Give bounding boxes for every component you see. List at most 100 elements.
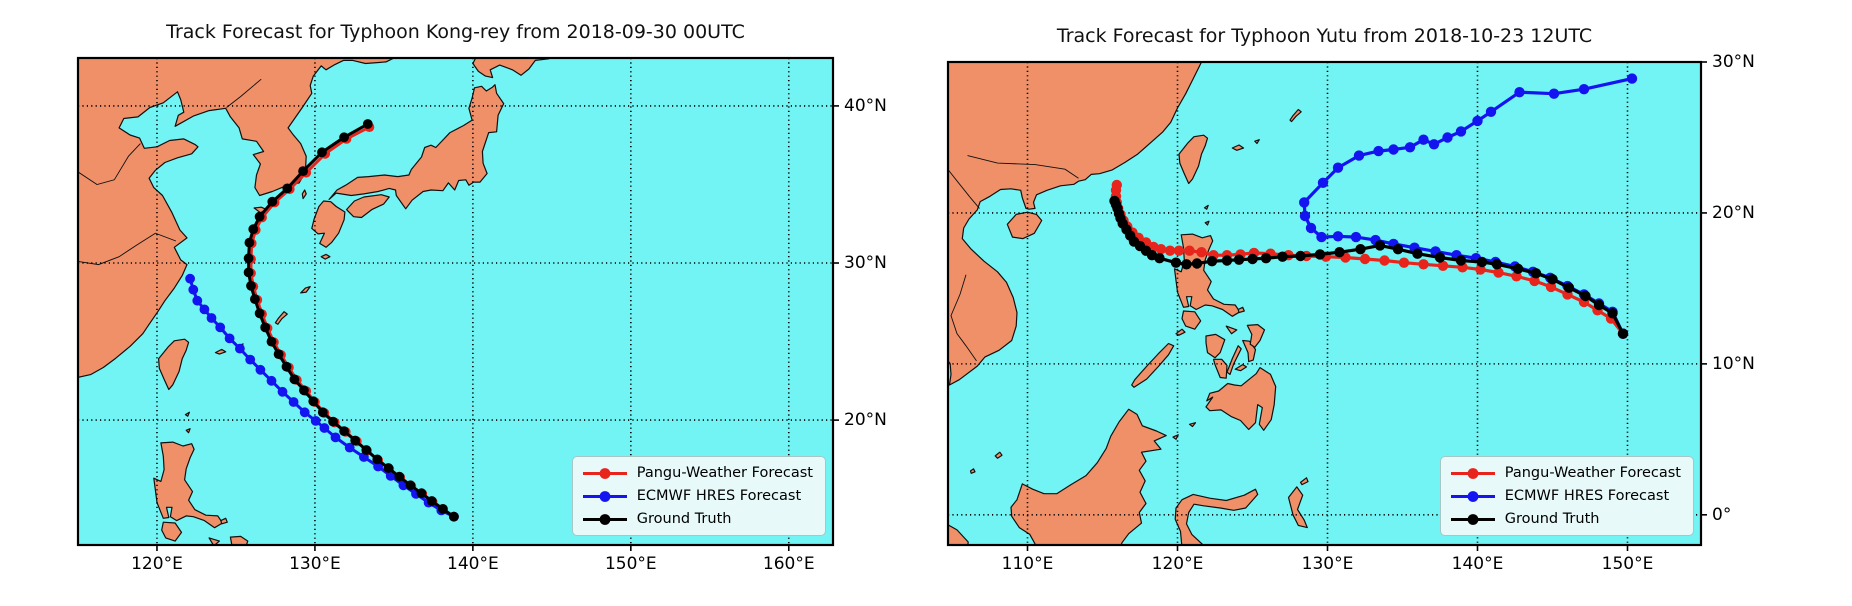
track-point — [243, 253, 254, 264]
legend-item-truth: Ground Truth — [1450, 509, 1681, 529]
track-point — [1332, 162, 1344, 173]
y-tick-label: 20°N — [844, 410, 887, 431]
track-point — [192, 295, 203, 306]
track-point — [1455, 255, 1467, 266]
track-point — [1164, 245, 1176, 256]
track-point — [1418, 259, 1429, 270]
map-panel-kongrey: Track Forecast for Typhoon Kong-rey from… — [76, 21, 887, 574]
landmass — [1175, 328, 1186, 336]
landmass — [328, 84, 505, 210]
legend-item-truth: Ground Truth — [582, 509, 813, 529]
track-point — [310, 416, 321, 426]
landmass — [1226, 345, 1242, 375]
landmass — [274, 311, 288, 325]
track-point — [199, 304, 210, 315]
x-tick-label: 130°E — [1301, 554, 1354, 574]
track-point — [1547, 274, 1558, 285]
track-point — [308, 396, 319, 407]
track-point — [266, 336, 277, 347]
track-point — [288, 397, 299, 407]
track-point — [328, 416, 338, 427]
landmass — [1204, 220, 1210, 226]
track-point — [255, 364, 266, 375]
landmass — [1006, 211, 1043, 240]
y-tick-label: 0° — [1712, 504, 1732, 525]
track-point — [1514, 87, 1525, 98]
track-point — [267, 196, 278, 207]
track-point — [282, 183, 293, 194]
landmass — [229, 535, 249, 545]
track-point — [298, 166, 308, 176]
landmass — [1131, 342, 1175, 388]
track-point — [1437, 260, 1449, 271]
track-point — [248, 224, 259, 235]
track-point — [1607, 308, 1618, 319]
track-point — [1476, 256, 1488, 268]
river — [226, 78, 262, 108]
map-canvas — [76, 56, 839, 551]
track-point — [1305, 222, 1317, 234]
landmass — [1225, 325, 1238, 335]
legend: Pangu-Weather Forecast ECMWF HRES Foreca… — [1439, 456, 1694, 536]
track-point — [317, 407, 328, 418]
track-truth — [243, 119, 459, 522]
landmass — [208, 537, 220, 545]
track-point — [1260, 253, 1272, 264]
landmass — [1203, 204, 1209, 210]
y-tick-label: 20°N — [1712, 202, 1755, 223]
track-point — [1626, 73, 1638, 84]
track-point — [1472, 115, 1483, 127]
track-point — [1491, 259, 1503, 270]
track-point — [1111, 179, 1122, 191]
landmass — [161, 521, 183, 542]
track-point — [243, 267, 254, 278]
track-point — [215, 322, 226, 333]
track-point — [1247, 253, 1258, 265]
track-point — [1593, 299, 1605, 311]
track-point — [1493, 267, 1504, 278]
track-point — [250, 294, 260, 304]
track-point — [339, 132, 349, 143]
track-point — [1388, 144, 1399, 155]
track-point — [1548, 88, 1560, 99]
track-point — [299, 385, 309, 396]
legend: Pangu-Weather Forecast ECMWF HRES Foreca… — [571, 456, 826, 536]
track-line-marker-icon — [1450, 513, 1495, 525]
y-tick-label: 30°N — [844, 253, 887, 273]
legend-item-ecmwf: ECMWF HRES Forecast — [1450, 486, 1681, 506]
track-point — [416, 488, 427, 499]
legend-label: Ground Truth — [1504, 511, 1600, 527]
track-point — [245, 354, 256, 365]
x-tick-label: 140°E — [1451, 554, 1504, 574]
track-point — [1295, 250, 1306, 262]
landmass — [220, 517, 228, 525]
x-tick-label: 120°E — [131, 554, 183, 574]
landmass — [300, 286, 311, 294]
track-point — [289, 374, 300, 385]
track-point — [339, 426, 349, 436]
track-point — [1580, 290, 1591, 302]
track-point — [1353, 150, 1365, 161]
legend-item-pangu: Pangu-Weather Forecast — [1450, 463, 1681, 483]
track-point — [1299, 197, 1310, 208]
track-line-marker-icon — [1450, 467, 1495, 479]
y-tick-label: 40°N — [844, 95, 887, 116]
track-point — [1184, 245, 1195, 256]
track-point — [373, 461, 383, 472]
landmass — [187, 546, 206, 557]
track-point — [1277, 251, 1288, 262]
track-point — [1578, 84, 1590, 95]
landmass — [301, 189, 307, 200]
landmass — [1178, 134, 1209, 185]
x-tick-label: 120°E — [1151, 554, 1204, 574]
track-point — [449, 511, 459, 522]
track-point — [254, 211, 265, 222]
track-point — [1373, 145, 1384, 157]
track-point — [372, 454, 383, 465]
river — [967, 155, 1079, 179]
track-point — [1299, 210, 1311, 222]
x-tick-label: 150°E — [1601, 554, 1654, 574]
river — [78, 143, 141, 185]
panel-title-yutu: Track Forecast for Typhoon Yutu from 201… — [1056, 25, 1593, 47]
